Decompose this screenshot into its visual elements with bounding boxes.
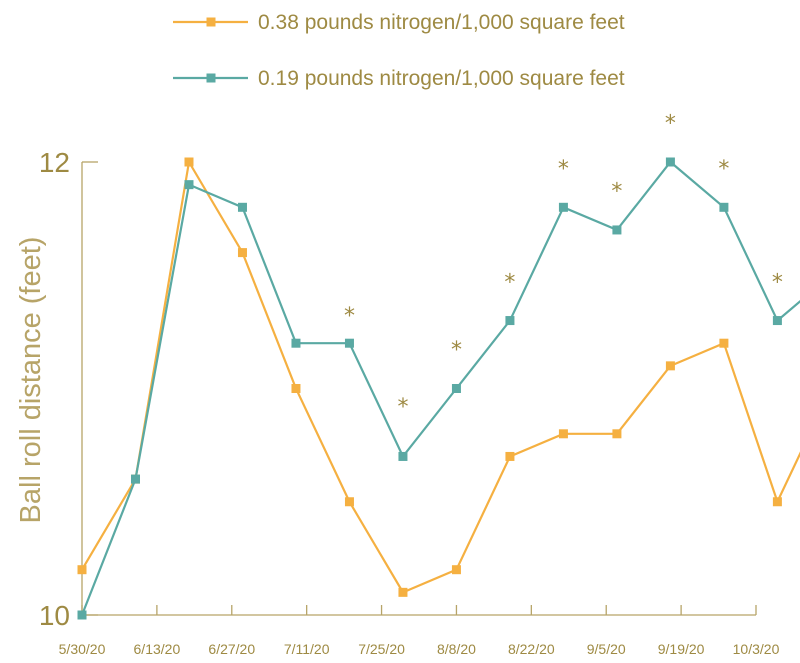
legend-marker xyxy=(206,73,216,83)
legend-label: 0.19 pounds nitrogen/1,000 square feet xyxy=(258,67,625,90)
data-point xyxy=(505,316,515,326)
data-point xyxy=(77,610,87,620)
legend-marker xyxy=(206,17,216,27)
data-point xyxy=(291,338,301,348)
data-point xyxy=(612,225,622,235)
x-tick-label: 6/13/20 xyxy=(134,641,181,657)
data-point xyxy=(719,338,729,348)
data-point xyxy=(237,202,247,212)
data-point xyxy=(719,202,729,212)
significance-star: * xyxy=(718,157,729,182)
significance-star: * xyxy=(558,157,569,182)
x-tick-label: 7/25/20 xyxy=(358,641,405,657)
x-tick-label: 8/22/20 xyxy=(508,641,555,657)
series-layer xyxy=(77,157,800,620)
y-tick-label: 10 xyxy=(39,600,70,631)
data-point xyxy=(665,157,675,167)
data-point xyxy=(291,384,301,393)
series-2 xyxy=(77,157,800,620)
data-point xyxy=(558,202,568,212)
x-tick-label: 5/30/20 xyxy=(59,641,106,657)
data-point xyxy=(184,157,194,167)
data-point xyxy=(558,429,568,439)
x-tick-label: 7/11/20 xyxy=(284,641,330,657)
significance-star: * xyxy=(611,180,622,205)
data-point xyxy=(344,338,354,348)
x-tick-label: 9/5/20 xyxy=(587,641,626,657)
data-point xyxy=(665,361,675,371)
series-line xyxy=(81,158,800,594)
data-point xyxy=(505,451,515,461)
significance-star: * xyxy=(397,395,408,420)
x-tick-label: 6/27/20 xyxy=(208,641,255,657)
legend-entry-1: 0.38 pounds nitrogen/1,000 square feet xyxy=(173,11,625,34)
legend-label: 0.38 pounds nitrogen/1,000 square feet xyxy=(258,11,625,34)
significance-star: * xyxy=(772,270,783,295)
significance-star: * xyxy=(665,112,676,137)
x-tick-label: 9/19/20 xyxy=(658,641,705,657)
x-tick-label: 8/8/20 xyxy=(437,641,476,657)
data-point xyxy=(398,451,408,461)
data-point xyxy=(237,248,247,258)
significance-markers: ********** xyxy=(344,112,783,420)
data-point xyxy=(451,384,461,393)
data-point xyxy=(772,497,782,507)
series-line xyxy=(80,160,800,616)
significance-star: * xyxy=(344,304,355,329)
axes: 10 12 Ball roll distance (feet) 5/30/20 6/13… xyxy=(15,147,780,657)
significance-star: * xyxy=(451,338,462,363)
data-point xyxy=(184,180,194,190)
data-point xyxy=(772,316,782,326)
data-point xyxy=(451,565,461,575)
data-point xyxy=(612,429,622,439)
data-point xyxy=(77,565,87,575)
data-point xyxy=(344,497,354,507)
series-1 xyxy=(77,157,800,597)
legend: 0.38 pounds nitrogen/1,000 square feet 0.… xyxy=(173,11,625,90)
legend-entry-2: 0.19 pounds nitrogen/1,000 square feet xyxy=(173,67,625,90)
data-point xyxy=(398,587,408,597)
data-point xyxy=(130,474,140,484)
y-tick-label: 12 xyxy=(39,147,70,178)
x-tick-label: 10/3/20 xyxy=(733,641,780,657)
y-axis-label: Ball roll distance (feet) xyxy=(15,237,47,524)
significance-star: * xyxy=(504,270,515,295)
